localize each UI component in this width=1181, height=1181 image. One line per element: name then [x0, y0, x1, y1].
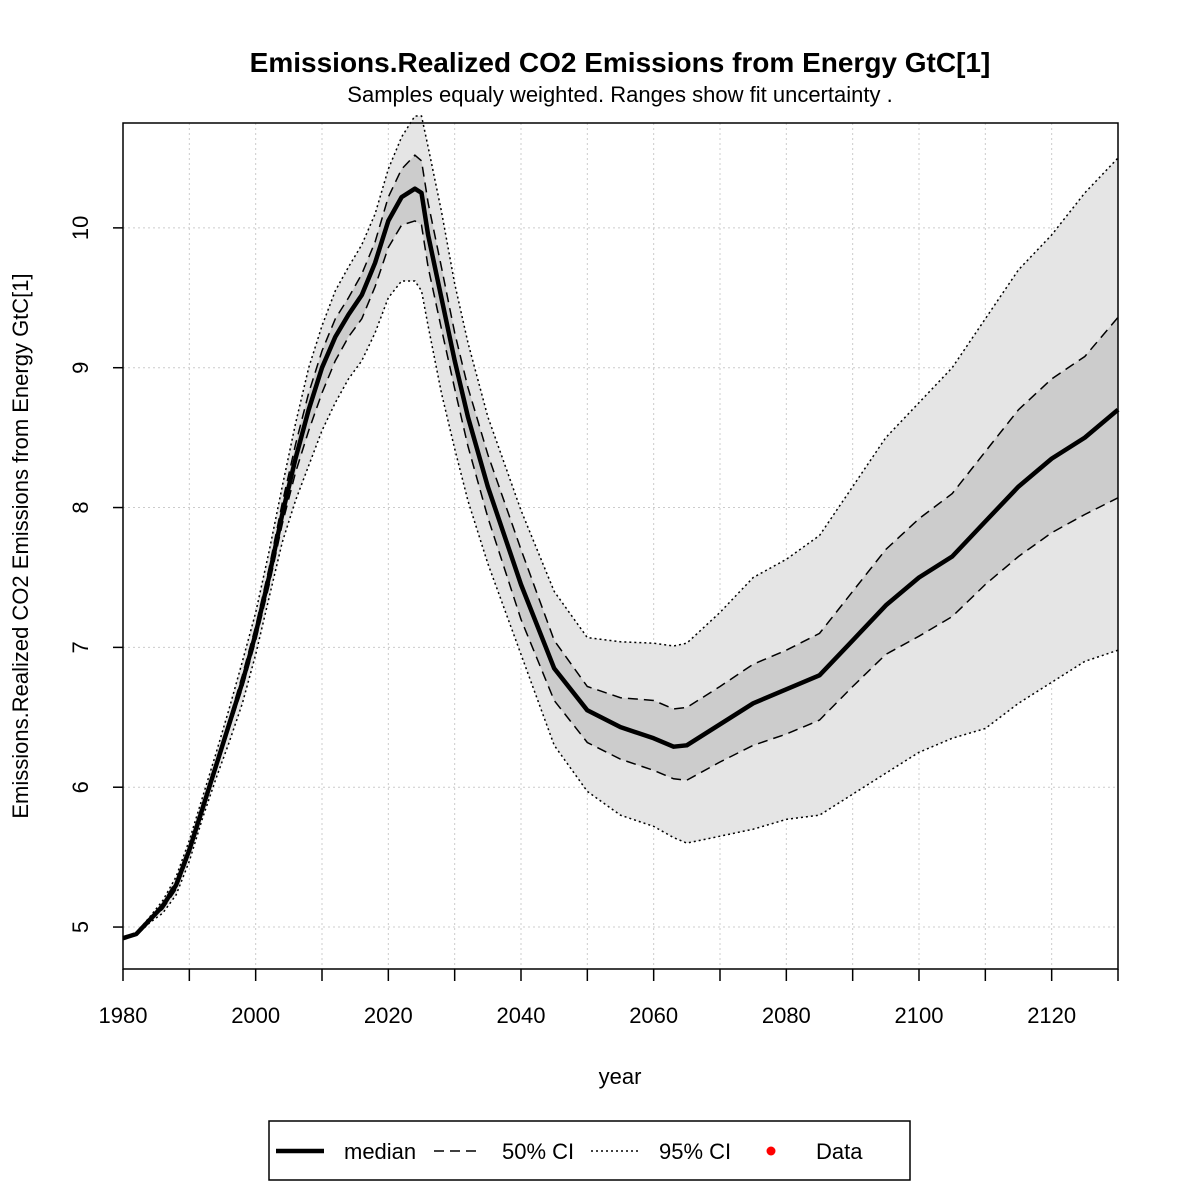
legend-data-label: Data — [816, 1139, 863, 1164]
ci50-band — [123, 155, 1118, 939]
median-line — [122, 186, 1120, 941]
y-axis-label: Emissions.Realized CO2 Emissions from En… — [8, 273, 33, 818]
legend-ci95-label: 95% CI — [659, 1139, 731, 1164]
y-axis: 5 6 7 8 9 10 — [68, 216, 123, 933]
legend: median 50% CI 95% CI Data — [268, 1120, 911, 1181]
y-tick-label: 7 — [68, 641, 93, 653]
x-tick-label: 2100 — [895, 1003, 944, 1028]
x-axis: 1980 2000 2020 2040 2060 2080 2100 2120 — [99, 969, 1119, 1028]
legend-median-label: median — [344, 1139, 416, 1164]
legend-data-swatch — [766, 1146, 776, 1156]
x-tick-label: 2040 — [497, 1003, 546, 1028]
ci95-band — [123, 116, 1118, 939]
y-tick-label: 5 — [68, 921, 93, 933]
x-tick-label: 2080 — [762, 1003, 811, 1028]
x-tick-label: 1980 — [99, 1003, 148, 1028]
y-tick-label: 9 — [68, 362, 93, 374]
chart-title: Emissions.Realized CO2 Emissions from En… — [250, 47, 991, 78]
x-tick-label: 2120 — [1027, 1003, 1076, 1028]
x-tick-label: 2020 — [364, 1003, 413, 1028]
legend-ci50-label: 50% CI — [502, 1139, 574, 1164]
y-tick-label: 6 — [68, 781, 93, 793]
x-tick-label: 2000 — [231, 1003, 280, 1028]
y-tick-label: 8 — [68, 501, 93, 513]
x-tick-label: 2060 — [629, 1003, 678, 1028]
legend-box — [268, 1120, 911, 1181]
y-tick-label: 10 — [68, 216, 93, 240]
plot-frame — [122, 122, 1119, 970]
chart-subtitle: Samples equaly weighted. Ranges show fit… — [347, 82, 892, 107]
x-axis-label: year — [599, 1064, 642, 1089]
